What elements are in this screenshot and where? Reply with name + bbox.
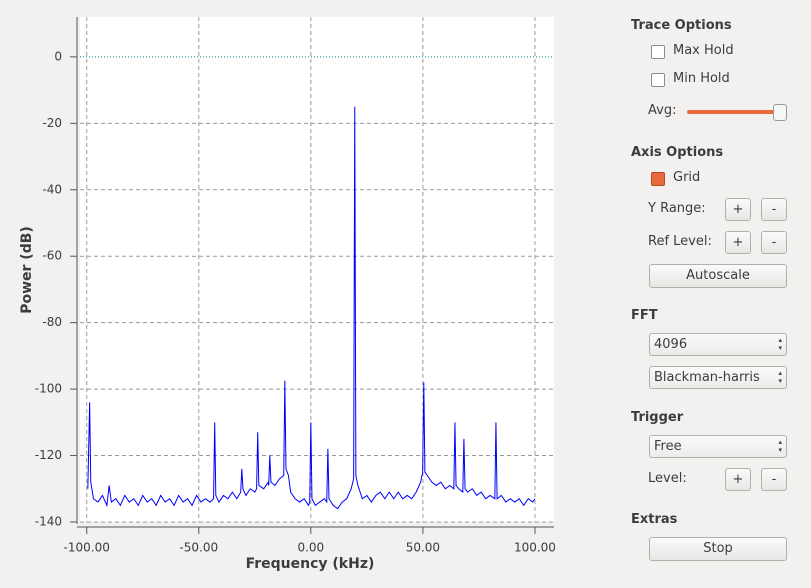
label: Ref Level: [648,234,712,249]
button[interactable]: Stop [649,537,787,561]
button[interactable]: - [761,231,787,254]
button[interactable]: - [761,198,787,221]
combo-box[interactable]: Free [649,435,787,458]
y-tick-label: -140 [35,515,62,529]
x-tick-label: -100.00 [64,541,110,555]
slider-handle[interactable] [773,104,787,121]
y-tick-label: -80 [42,315,62,329]
combo-box[interactable]: Blackman-harris [649,366,787,389]
section-title: Extras [631,512,678,527]
section-title: Trigger [631,410,684,425]
button[interactable]: + [725,198,751,221]
y-tick-label: -100 [35,382,62,396]
button[interactable]: - [761,468,787,491]
button[interactable]: + [725,468,751,491]
combo-box[interactable]: 4096 [649,333,787,356]
chart: Frequency (kHz) Power (dB) -140 -120 -100 -… [19,17,556,572]
y-tick-label: -120 [35,448,62,462]
checkbox-label[interactable]: Grid [673,170,701,185]
checkbox-label[interactable]: Max Hold [673,43,734,58]
checkbox-label[interactable]: Min Hold [673,71,730,86]
x-tick-label: 50.00 [406,541,440,555]
section-title: Axis Options [631,145,724,160]
button[interactable]: + [725,231,751,254]
y-tick-label: -20 [42,116,62,130]
y-tick-label: -40 [42,182,62,196]
y-tick-label: -60 [42,249,62,263]
y-axis-label: Power (dB) [19,226,35,314]
checkbox[interactable] [651,172,665,186]
slider-label: Avg: [648,103,677,118]
y-tick-label: 0 [54,49,62,63]
x-tick-label: 100.00 [514,541,556,555]
checkbox[interactable] [651,45,665,59]
x-axis-label: Frequency (kHz) [246,556,375,572]
label: Level: [648,471,687,486]
x-tick-label: -50.00 [179,541,218,555]
section-title: Trace Options [631,18,732,33]
x-tick-label: 0.00 [297,541,324,555]
plot-area [80,17,554,522]
checkbox[interactable] [651,73,665,87]
label: Y Range: [648,201,706,216]
section-title: FFT [631,308,658,323]
data-line [87,106,536,510]
slider[interactable] [687,110,782,114]
button[interactable]: Autoscale [649,264,787,288]
